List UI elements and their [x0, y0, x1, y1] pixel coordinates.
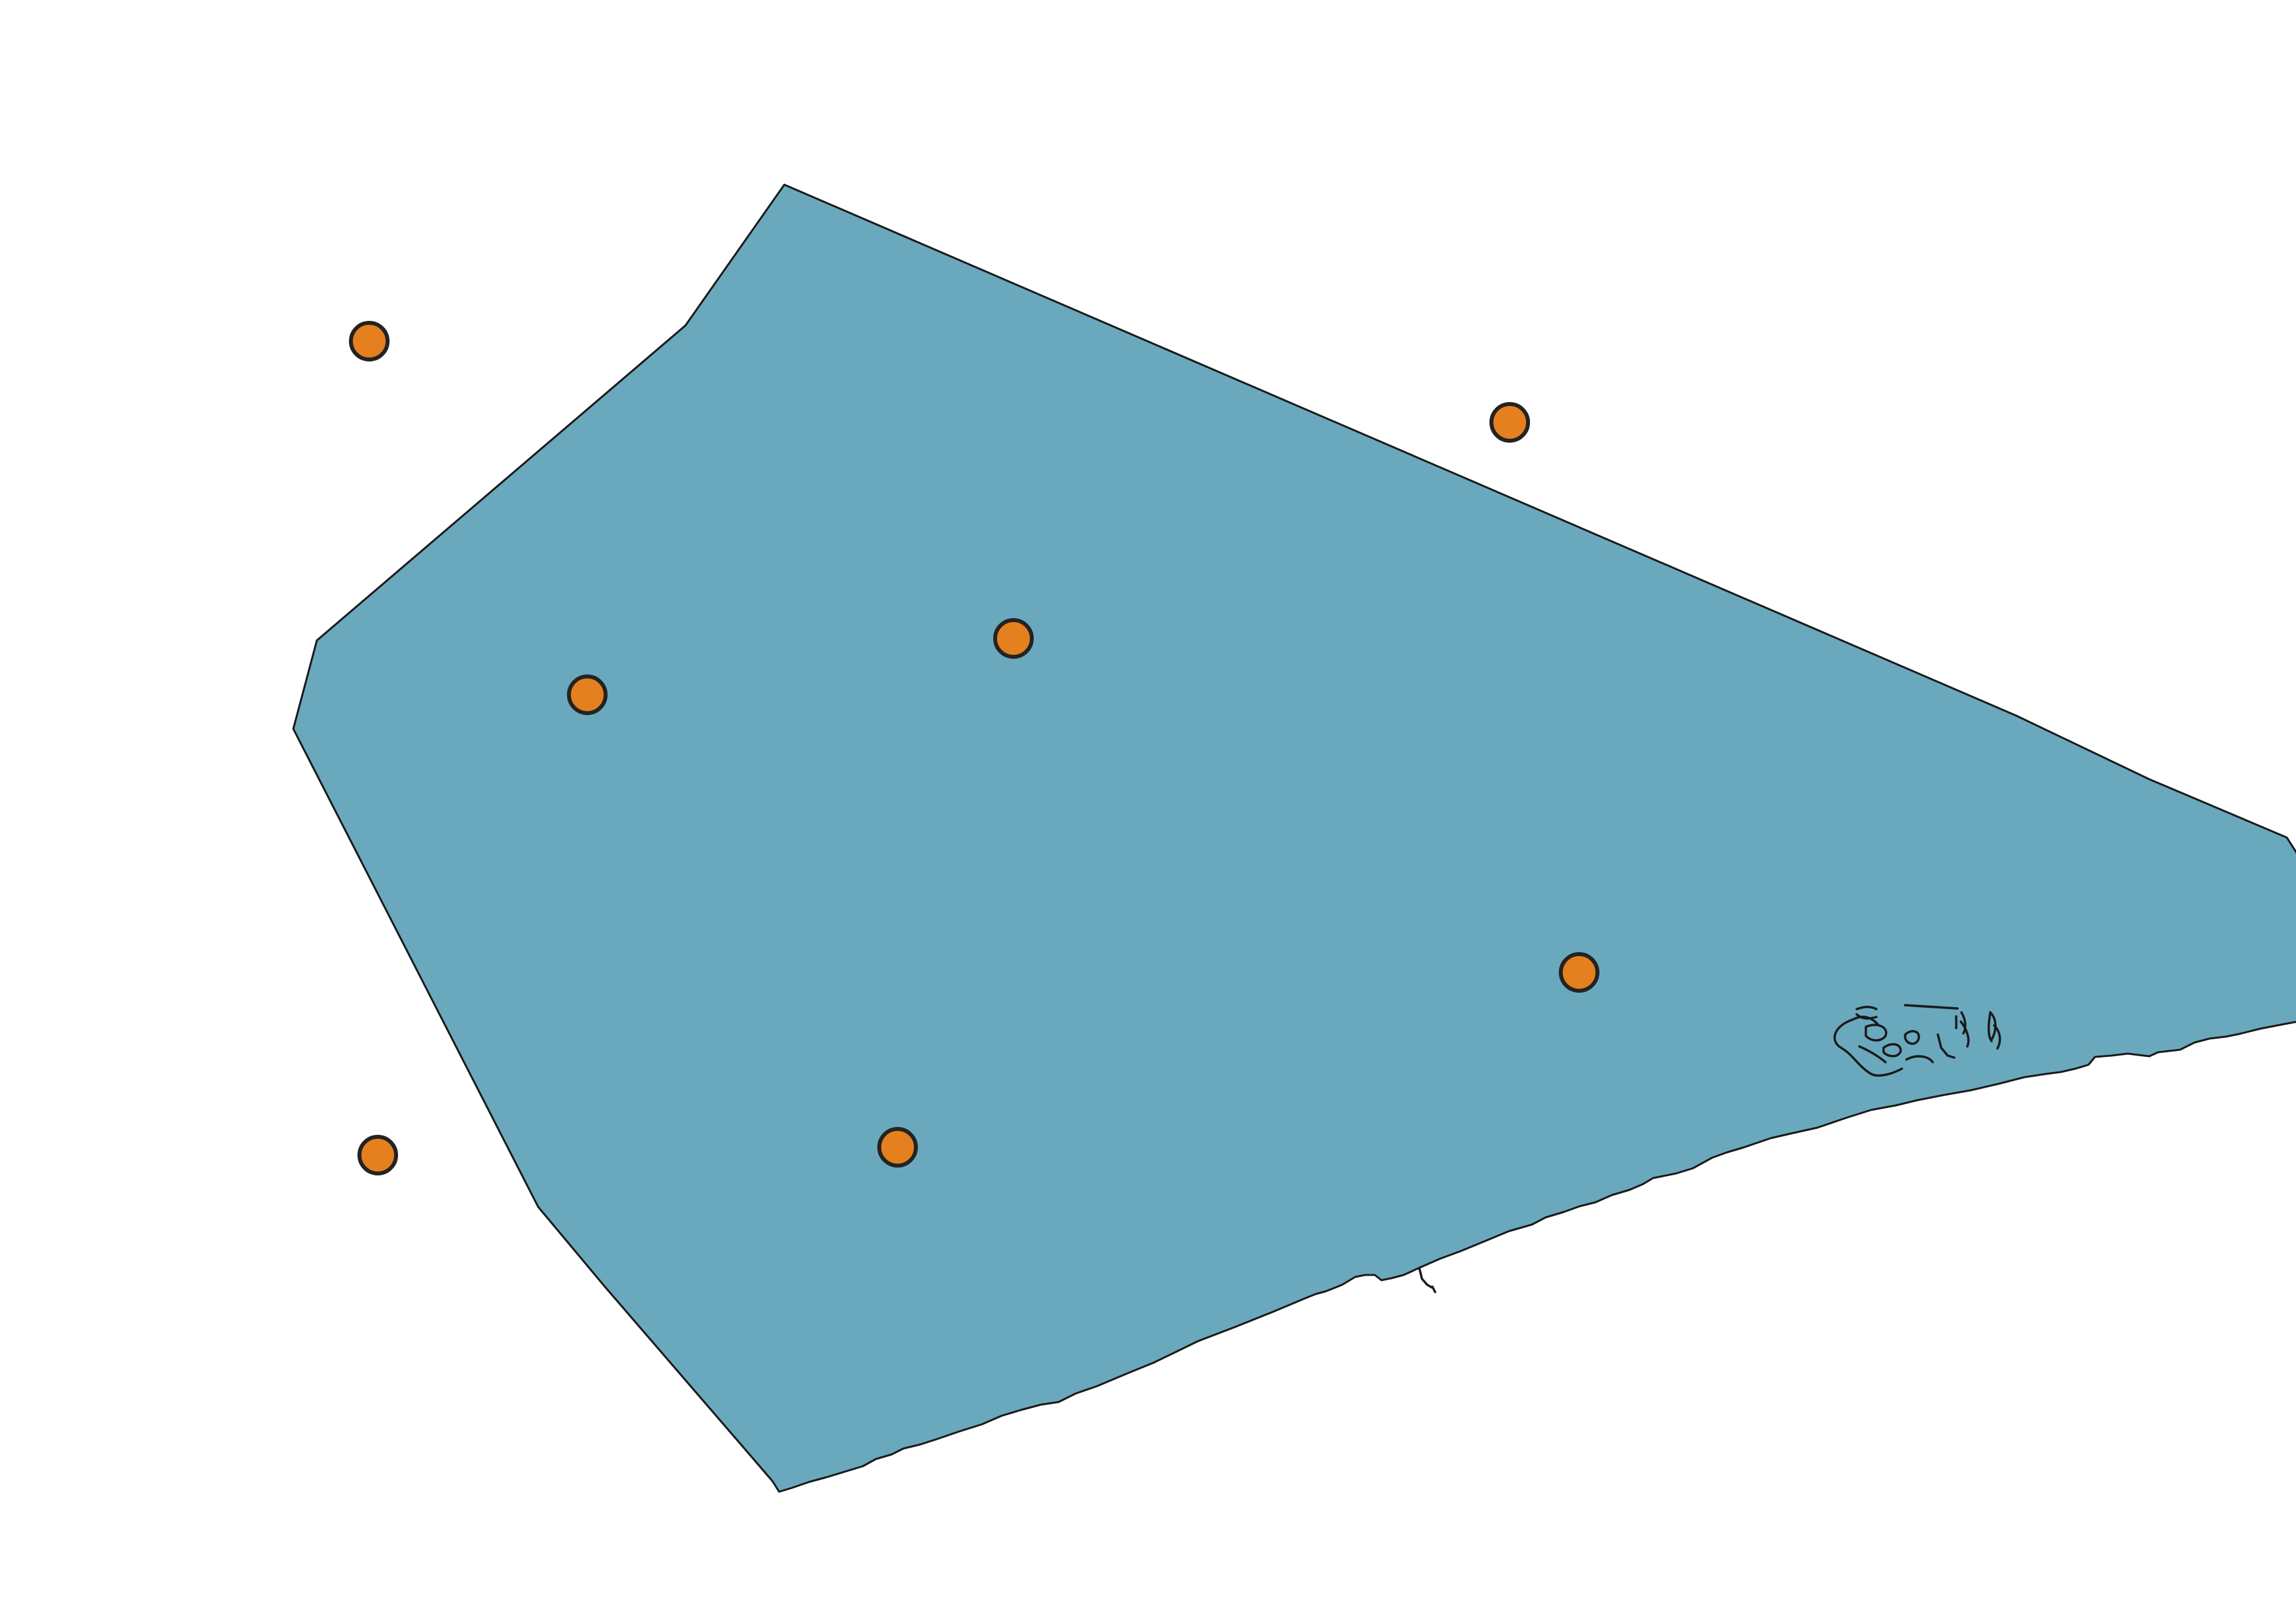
map-point-marker[interactable] — [567, 674, 608, 715]
map-point-marker[interactable] — [357, 1135, 398, 1175]
map-point-marker[interactable] — [1489, 402, 1530, 443]
points-layer — [349, 321, 1599, 1175]
map-point-marker[interactable] — [993, 618, 1034, 659]
map-point-marker[interactable] — [1559, 952, 1599, 993]
map-point-marker[interactable] — [877, 1127, 918, 1168]
coastline-detail — [1418, 1004, 2001, 1293]
map-point-marker[interactable] — [349, 321, 390, 361]
area-polygon[interactable] — [292, 183, 2296, 1493]
